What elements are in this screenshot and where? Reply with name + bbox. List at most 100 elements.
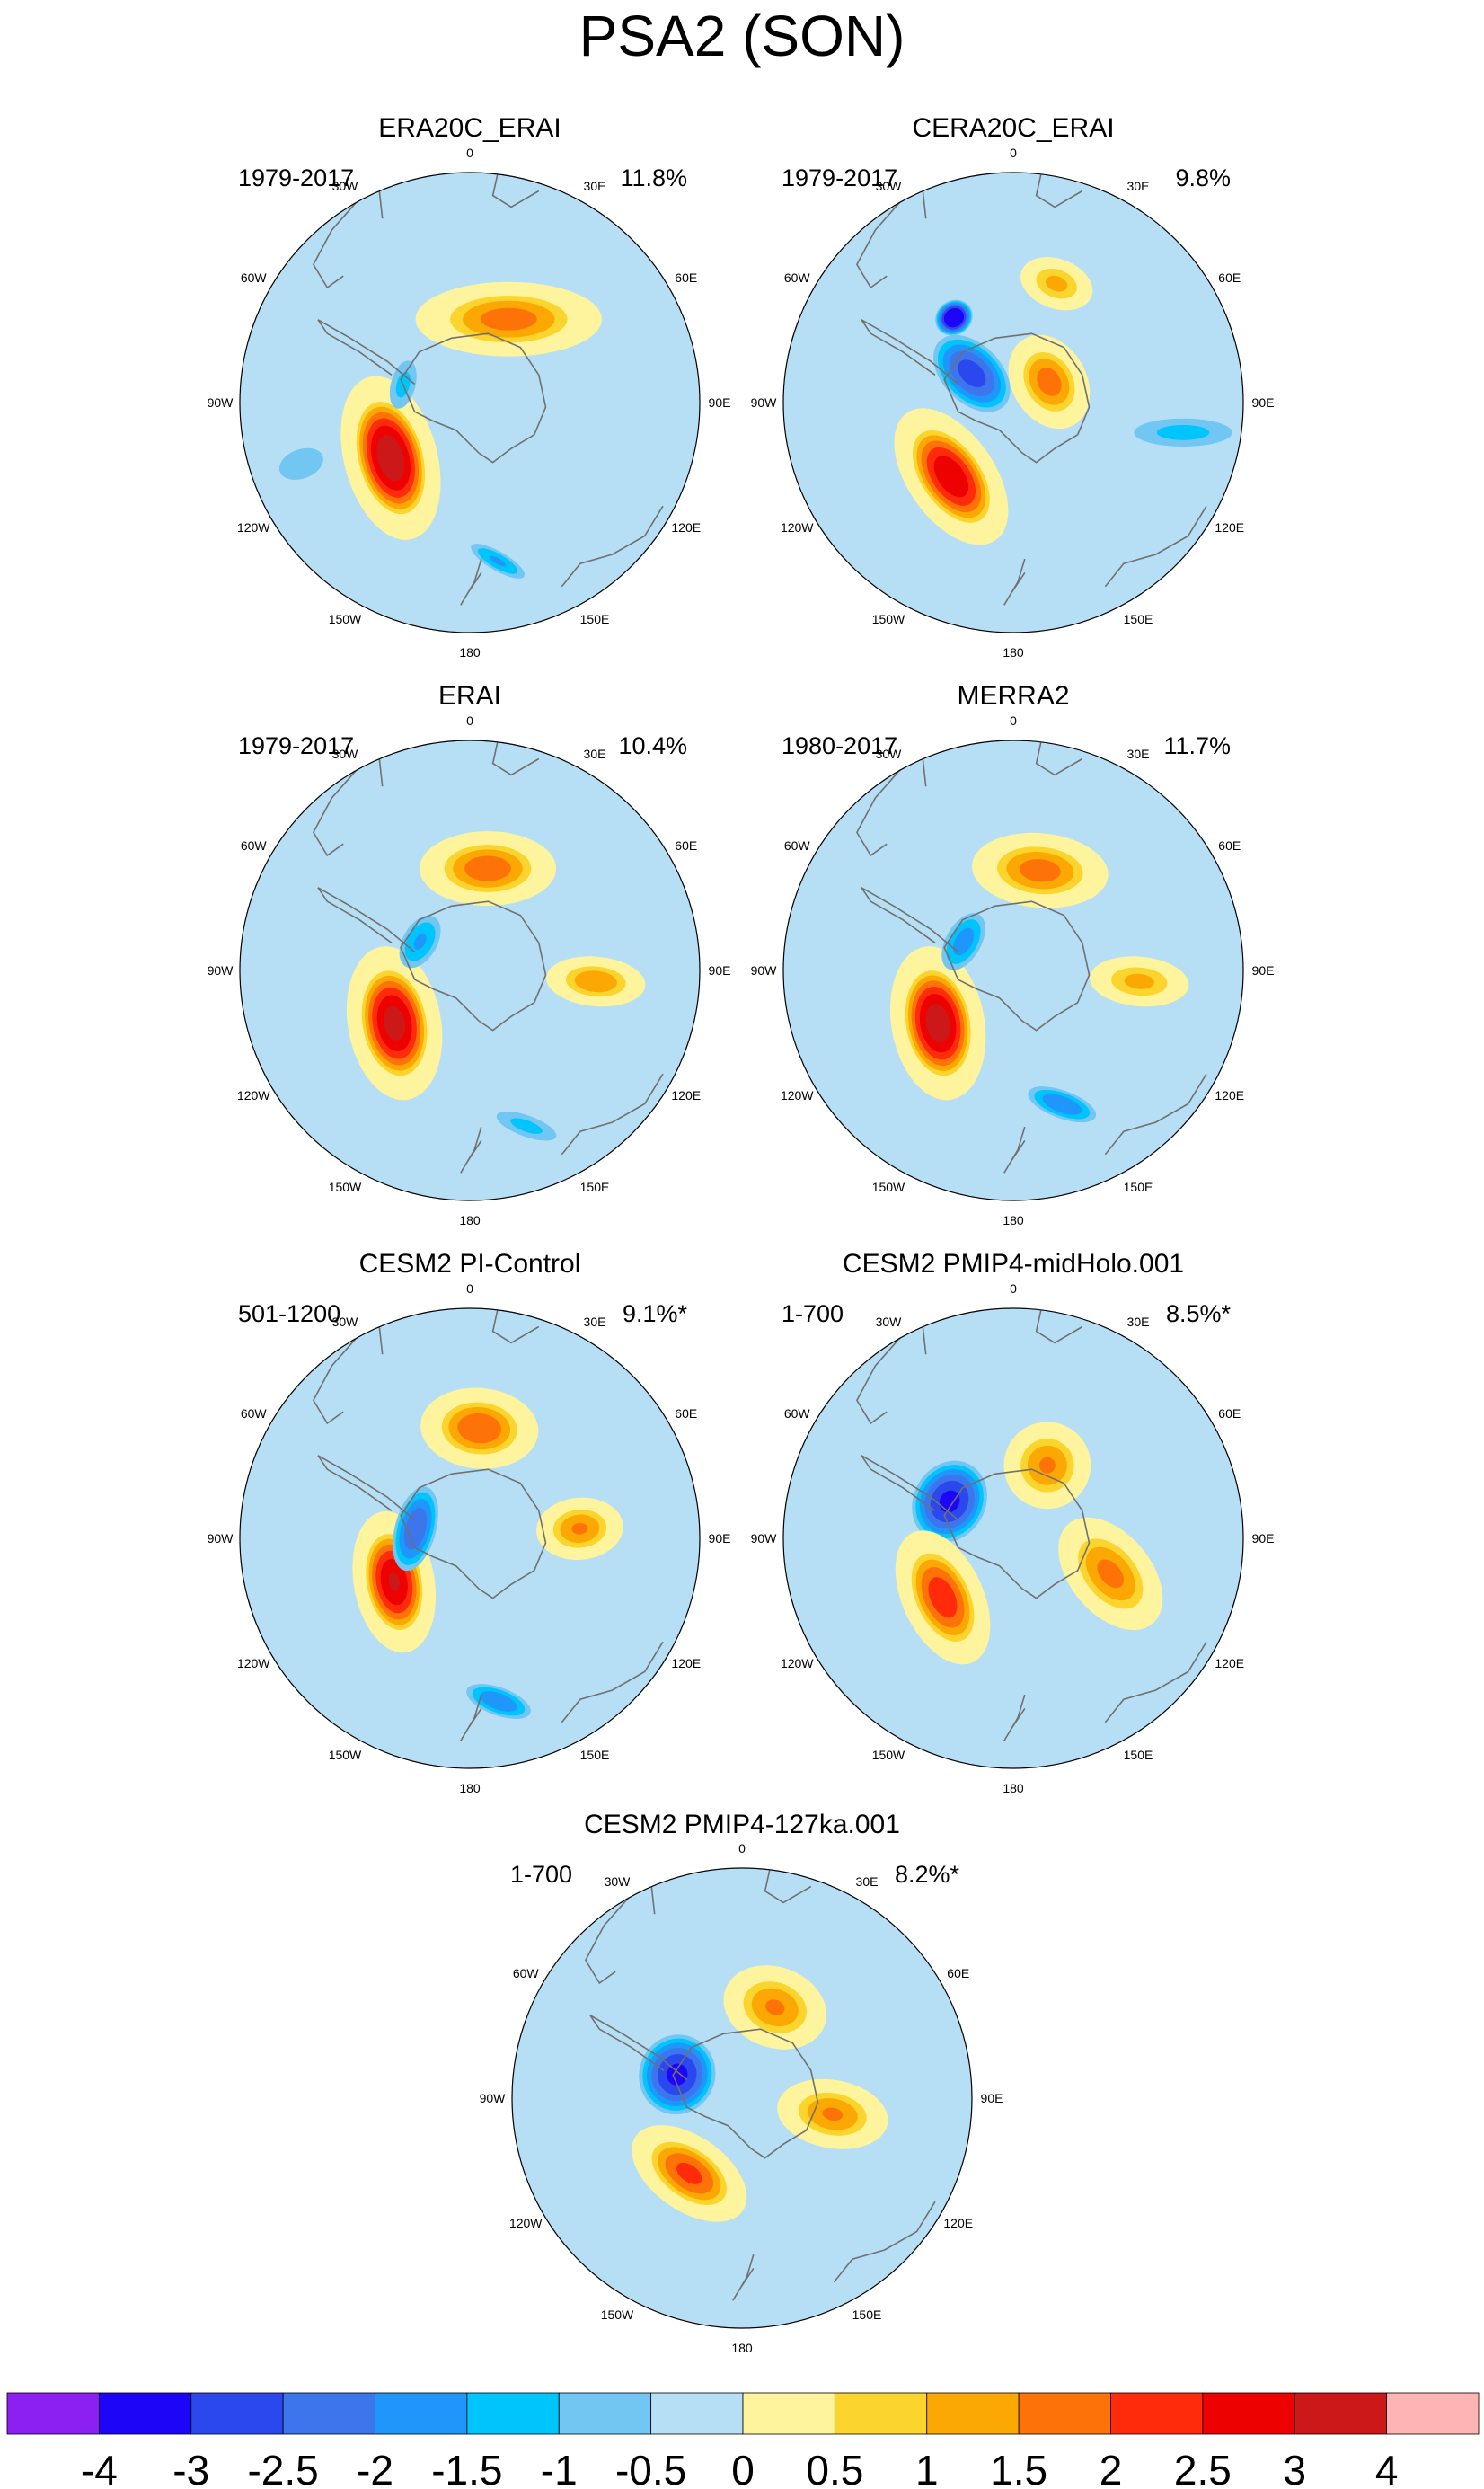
map-outline: [511, 1867, 973, 2329]
colorbar-label: 0: [731, 2447, 755, 2489]
field-background: [240, 740, 700, 1200]
colorbar-label: 0.5: [806, 2447, 863, 2489]
longitude-label: 90W: [751, 395, 778, 410]
contour-fill: [943, 307, 965, 328]
coastline: [561, 1641, 664, 1723]
longitude-label: 120E: [943, 2216, 973, 2230]
longitude-label: 30W: [876, 1315, 903, 1329]
colorbar-label: -3: [172, 2447, 209, 2489]
contour-fill: [1097, 1559, 1124, 1589]
field-background: [240, 1308, 700, 1768]
panel-variance: 11.7%: [1163, 732, 1231, 759]
colorbar-swatch: [466, 2392, 560, 2435]
colorbar-label: 1.5: [990, 2447, 1047, 2489]
field-background: [783, 173, 1243, 633]
contour-fill: [480, 1691, 517, 1712]
longitude-label: 60W: [784, 1406, 811, 1421]
map-panel: 0 30E 60E 90E 120E 150E 180 150W 120W 90W 60W 30W CE…: [208, 1249, 731, 1795]
longitude-label: 180: [731, 2341, 753, 2355]
colorbar-swatch: [98, 2392, 192, 2435]
longitude-label: 30W: [332, 1315, 359, 1329]
map-outline: [239, 1307, 701, 1769]
longitude-label: 120W: [237, 520, 270, 535]
longitude-label: 150E: [580, 1180, 610, 1194]
contour-fill: [574, 970, 617, 993]
longitude-label: 150W: [329, 612, 362, 626]
longitude-label: 30E: [584, 1315, 606, 1329]
colorbar-label: 2.5: [1174, 2447, 1232, 2489]
colorbar-swatch: [1018, 2392, 1111, 2435]
longitude-label: 180: [1003, 645, 1024, 660]
colorbar-swatch: [742, 2392, 835, 2435]
contour-fill: [480, 307, 537, 331]
longitude-label: 90W: [751, 1531, 778, 1546]
longitude-label: 150E: [1124, 1748, 1153, 1762]
contour-fill: [676, 2162, 702, 2184]
contour-fill: [667, 2063, 688, 2086]
longitude-label: 180: [1003, 1781, 1024, 1795]
contour-fill: [510, 1118, 543, 1134]
colorbar-label: 1: [915, 2447, 939, 2489]
land-outline: [855, 1310, 1207, 1741]
coastline: [400, 332, 547, 464]
longitude-label: 90W: [751, 963, 778, 978]
coastline: [460, 1694, 482, 1741]
map-panel: 0 30E 60E 90E 120E 150E 180 150W 120W 90W 60W 30W ER…: [208, 113, 731, 660]
field-background: [240, 173, 700, 633]
coastline: [943, 900, 1091, 1032]
panel-variance: 9.8%: [1175, 164, 1231, 191]
contour-fill: [928, 1577, 958, 1618]
coastline: [317, 887, 416, 953]
coastline: [943, 1468, 1091, 1599]
colorbar-swatch: [1386, 2392, 1480, 2435]
panel-period: 1-700: [510, 1861, 572, 1888]
land-outline: [855, 742, 1207, 1174]
longitude-label: 60W: [241, 270, 268, 285]
longitude-label: 120E: [671, 1656, 701, 1670]
longitude-label: 30E: [1127, 747, 1150, 761]
longitude-label: 60W: [784, 270, 811, 285]
contour-fill: [464, 855, 511, 881]
contour-fill: [1156, 424, 1210, 440]
longitude-label: 150W: [872, 1748, 905, 1762]
coastline: [672, 2028, 819, 2159]
map-field: [240, 173, 700, 633]
longitude-label: 180: [459, 645, 481, 660]
map-field: [240, 740, 700, 1200]
longitude-label: 60W: [241, 838, 268, 853]
longitude-label: 90W: [480, 2091, 507, 2105]
longitude-label: 150W: [872, 1180, 905, 1194]
longitude-label: 150E: [580, 612, 610, 626]
colorbar-label: -0.5: [615, 2447, 686, 2489]
coastline: [943, 332, 1091, 464]
longitude-label: 150W: [329, 1748, 362, 1762]
coastline: [732, 2254, 755, 2301]
colorbar-label: -4: [81, 2447, 118, 2489]
contour-fill: [403, 1507, 428, 1550]
contour-fill: [413, 934, 427, 950]
map-field: [512, 1868, 972, 2328]
longitude-label: 90E: [709, 963, 731, 978]
coastline: [317, 319, 416, 385]
coastline: [1104, 1073, 1207, 1156]
longitude-label: 0: [738, 1841, 746, 1856]
panel-period: 1-700: [782, 1300, 844, 1327]
longitude-label: 150E: [580, 1748, 610, 1762]
colorbar-swatch: [190, 2392, 284, 2435]
field-background: [512, 1868, 972, 2328]
colorbar-label: 3: [1283, 2447, 1306, 2489]
longitude-label: 60W: [241, 1406, 268, 1421]
longitude-label: 0: [466, 713, 473, 728]
panel-variance: 10.4%: [618, 732, 687, 759]
map-field: [240, 1308, 700, 1768]
land-outline: [312, 742, 664, 1174]
longitude-label: 180: [459, 1213, 481, 1227]
map-outline: [239, 172, 701, 633]
longitude-label: 150E: [1124, 1180, 1153, 1194]
longitude-label: 30W: [605, 1874, 632, 1889]
colorbar-swatch: [1294, 2392, 1388, 2435]
panel-period: 1980-2017: [782, 732, 897, 759]
coastline: [400, 900, 547, 1032]
coastline: [861, 319, 959, 385]
